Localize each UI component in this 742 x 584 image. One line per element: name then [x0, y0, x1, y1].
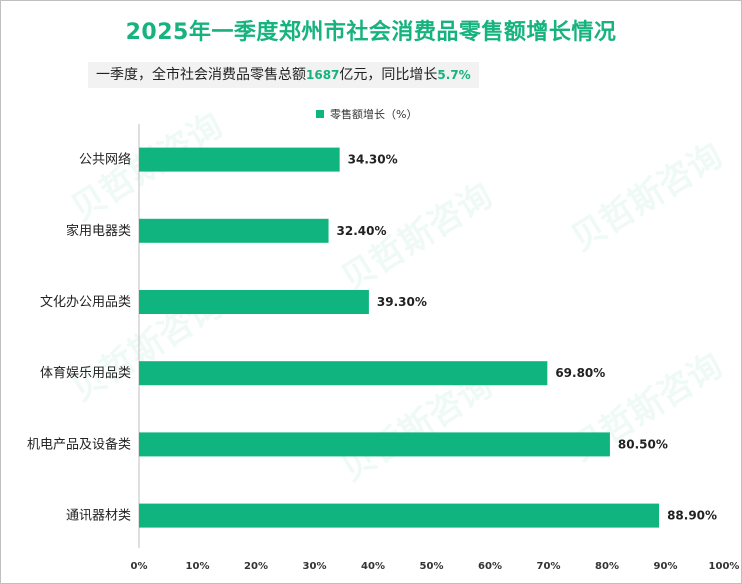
x-tick-label: 90% — [654, 561, 678, 572]
category-label: 体育娱乐用品类 — [40, 365, 131, 381]
x-tick-label: 70% — [537, 561, 561, 572]
category-label: 机电产品及设备类 — [27, 436, 131, 452]
data-label: 39.30% — [377, 295, 427, 309]
data-label: 32.40% — [337, 224, 387, 238]
legend-swatch — [316, 110, 324, 118]
data-label: 69.80% — [555, 366, 605, 380]
category-label: 通讯器材类 — [66, 509, 131, 524]
bar — [139, 147, 340, 172]
bar — [139, 290, 369, 314]
category-label: 文化办公用品类 — [40, 295, 131, 310]
chart-subtitle: 一季度，全市社会消费品零售总额1687亿元，同比增长5.7% — [88, 62, 479, 88]
bar — [139, 218, 329, 243]
x-tick-label: 100% — [709, 561, 740, 572]
subtitle-rate: 5.7% — [437, 68, 471, 82]
bar — [139, 503, 660, 528]
x-tick-label: 20% — [244, 561, 268, 572]
x-tick-label: 80% — [595, 561, 619, 572]
chart-legend: 零售额增长（%） — [316, 106, 417, 122]
chart-title: 2025年一季度郑州市社会消费品零售额增长情况 — [125, 20, 617, 45]
category-label: 家用电器类 — [66, 223, 131, 239]
x-tick-label: 30% — [303, 561, 327, 572]
x-tick-label: 10% — [186, 561, 210, 572]
x-tick-label: 50% — [420, 561, 444, 572]
category-label: 公共网络 — [79, 152, 131, 168]
subtitle-mid: 亿元，同比增长 — [339, 67, 438, 83]
data-label: 34.30% — [348, 153, 398, 167]
bar — [139, 361, 548, 386]
data-label: 88.90% — [667, 509, 717, 523]
x-tick-label: 0% — [131, 561, 148, 572]
data-label: 80.50% — [618, 437, 668, 451]
legend-label: 零售额增长（%） — [330, 108, 418, 121]
subtitle-amount: 1687 — [306, 68, 340, 82]
bar — [139, 432, 610, 457]
subtitle-prefix: 一季度，全市社会消费品零售总额 — [96, 67, 306, 83]
x-tick-label: 60% — [478, 561, 502, 572]
x-tick-label: 40% — [361, 561, 385, 572]
